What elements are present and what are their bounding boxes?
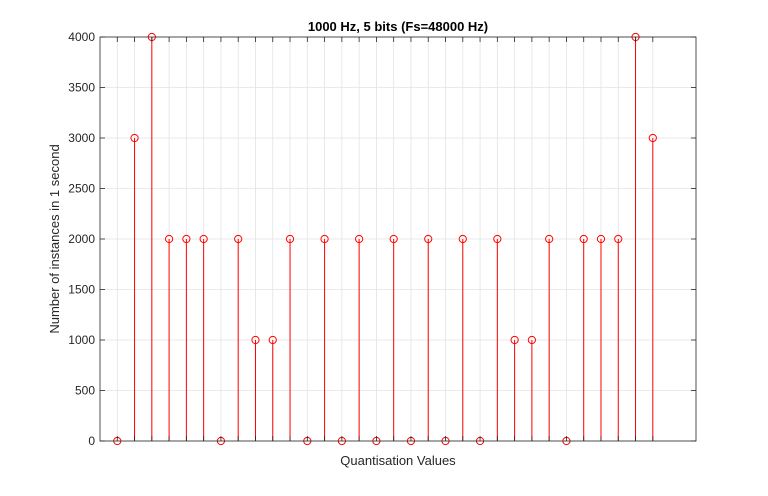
- x-axis-label: Quantisation Values: [340, 453, 456, 468]
- stem-marker: [251, 335, 260, 345]
- stem-marker: [614, 234, 623, 244]
- stem-marker: [182, 234, 191, 244]
- stem-marker: [285, 234, 295, 244]
- data-stems: [113, 32, 657, 446]
- y-tick-label: 4000: [68, 30, 95, 44]
- stem-marker: [510, 335, 519, 345]
- y-tick-label: 0: [88, 434, 95, 448]
- y-tick-label: 3000: [68, 131, 95, 145]
- y-tick-label: 500: [75, 384, 95, 398]
- y-tick-label: 2000: [68, 232, 95, 246]
- stem-marker: [130, 133, 139, 143]
- stem-marker: [165, 234, 174, 244]
- x-axis-ticks: [116, 37, 654, 441]
- y-tick-label: 1000: [68, 333, 95, 347]
- stem-marker: [493, 234, 502, 244]
- stem-marker: [545, 234, 554, 244]
- stem-marker: [320, 234, 329, 244]
- stem-marker: [234, 234, 243, 244]
- y-tick-label: 3500: [68, 81, 95, 95]
- stem-marker: [199, 234, 208, 244]
- stem-marker: [268, 335, 277, 345]
- y-axis-label: Number of instances in 1 second: [47, 144, 62, 333]
- y-tick-label: 1500: [68, 283, 95, 297]
- y-tick-label: 2500: [68, 182, 95, 196]
- chart-title: 1000 Hz, 5 bits (Fs=48000 Hz): [308, 19, 488, 34]
- stem-marker: [648, 133, 657, 143]
- stem-marker: [424, 234, 433, 244]
- stem-marker: [527, 335, 536, 345]
- stem-marker: [389, 234, 398, 244]
- stem-marker: [579, 234, 588, 244]
- y-axis-ticks: 0 500 1000 1500 2000 2500 3000 3500 4000: [68, 30, 696, 448]
- stem-marker: [596, 234, 606, 244]
- stem-marker: [458, 234, 467, 244]
- stem-marker: [355, 234, 364, 244]
